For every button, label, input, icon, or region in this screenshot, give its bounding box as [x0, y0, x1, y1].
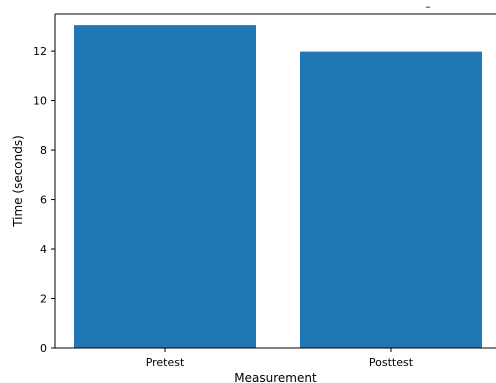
x-tick-label: Pretest	[146, 356, 185, 369]
top-annotation: –	[425, 0, 431, 13]
bar-pretest	[74, 25, 256, 349]
y-tick-label: 12	[33, 45, 47, 58]
x-axis-label: Measurement	[234, 371, 317, 383]
y-tick-label: 2	[40, 293, 47, 306]
x-tick-label: Posttest	[369, 356, 414, 369]
y-axis-label: Time (seconds)	[11, 135, 25, 228]
bars-group	[74, 25, 482, 349]
y-tick-label: 10	[33, 95, 47, 108]
x-axis-ticks: Pretest Posttest	[146, 348, 414, 369]
y-axis-ticks: 0 2 4 6 8 10 12	[33, 45, 55, 355]
bar-posttest	[300, 51, 482, 348]
y-tick-label: 4	[40, 243, 47, 256]
y-tick-label: 6	[40, 194, 47, 207]
y-tick-label: 8	[40, 144, 47, 157]
y-tick-label: 0	[40, 342, 47, 355]
